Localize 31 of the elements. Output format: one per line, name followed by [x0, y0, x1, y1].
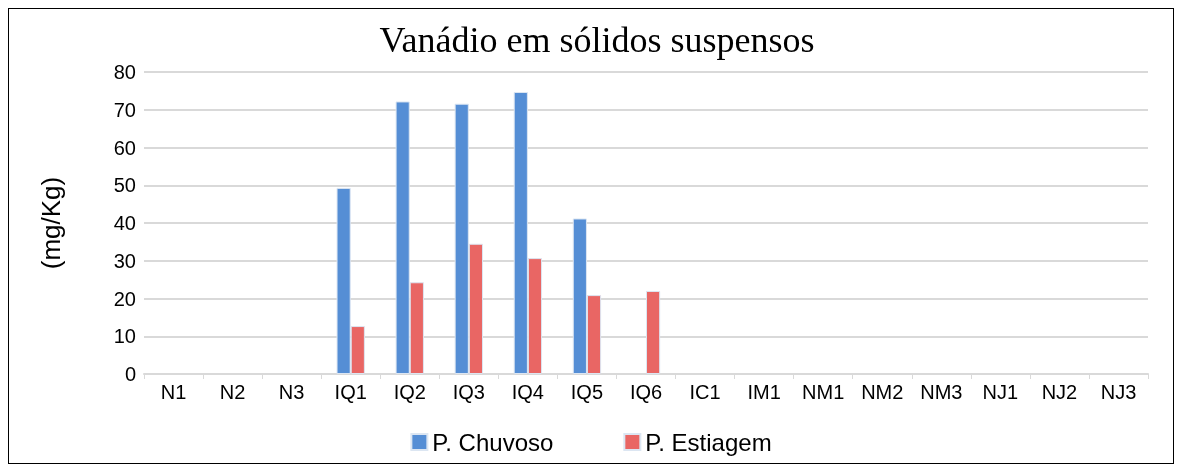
x-tick-label: N3 [278, 381, 305, 403]
y-tick-label: 20 [113, 287, 136, 310]
x-tick-label: N1 [160, 381, 187, 403]
x-tick-label: NM2 [861, 381, 904, 403]
y-tick-label: 40 [113, 212, 136, 234]
y-tick-label: 0 [124, 363, 136, 385]
x-tick-label: IQ4 [511, 381, 545, 403]
y-tick-label: 50 [113, 174, 136, 197]
y-tick-label: 70 [113, 98, 136, 121]
y-tick-label: 60 [113, 136, 136, 159]
x-tick-label: N2 [219, 381, 246, 403]
x-tick-label: IQ2 [393, 381, 426, 403]
x-tick-label: IQ6 [629, 381, 663, 403]
y-tick-label: 10 [113, 325, 136, 348]
x-tick-label: IQ5 [570, 381, 604, 403]
x-tick-label: NJ3 [1100, 381, 1137, 403]
x-tick-label: NM1 [802, 381, 845, 403]
y-tick-label: 30 [113, 249, 136, 272]
x-tick-label: IQ3 [452, 381, 485, 403]
legend-label: P. Chuvoso [432, 428, 554, 456]
x-tick-label: NM3 [920, 381, 963, 403]
legend-label: P. Estiagem [645, 428, 772, 456]
x-tick-label: NJ2 [1041, 381, 1078, 403]
x-tick-label: NJ1 [982, 381, 1019, 403]
y-axis-title: (mg/Kg) [36, 176, 66, 270]
x-tick-label: IC1 [689, 381, 721, 403]
y-tick-label: 80 [113, 61, 136, 83]
x-tick-label: IQ1 [334, 381, 367, 403]
x-tick-label: IM1 [747, 381, 781, 403]
bar [646, 290, 661, 374]
chart-title: Vanádio em sólidos suspensos [379, 20, 815, 60]
